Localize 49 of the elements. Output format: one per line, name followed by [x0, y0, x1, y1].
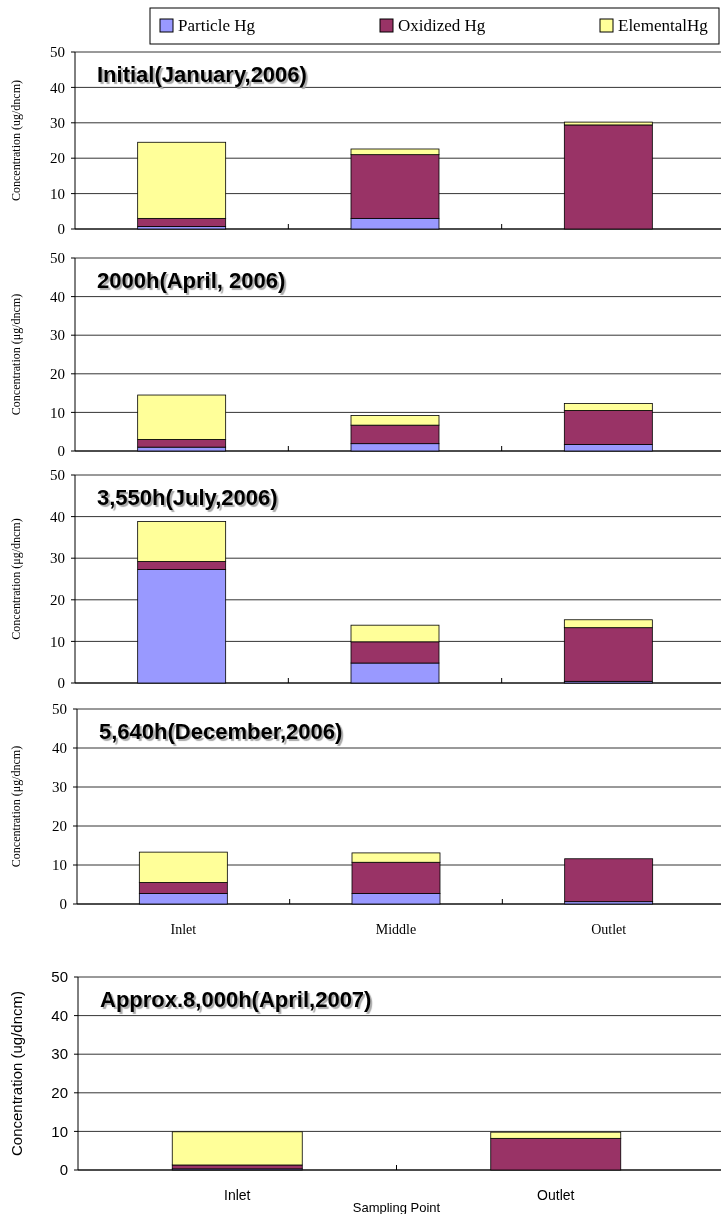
y-tick-label: 30 — [51, 1045, 68, 1063]
y-tick-label: 20 — [50, 592, 65, 609]
text: 3,550h(July,2006) — [97, 485, 278, 510]
y-tick-label: 30 — [50, 550, 65, 567]
x-tick-label: Outlet — [591, 922, 627, 937]
y-axis-title: Concentration (μg/dncm) — [9, 293, 23, 416]
y-tick-label: 40 — [50, 79, 65, 96]
y-tick-label: 40 — [50, 508, 65, 525]
y-tick-label: 0 — [57, 221, 65, 238]
x-tick-label: Outlet — [537, 1187, 575, 1203]
y-tick-label: 30 — [50, 115, 65, 132]
x-tick-label: Inlet — [224, 1187, 251, 1203]
y-tick-label: 50 — [52, 701, 67, 718]
y-tick-label: 40 — [51, 1006, 68, 1024]
y-axis-title: Concentration (μg/dncm) — [9, 518, 23, 640]
y-tick-label: 10 — [52, 857, 67, 874]
y-axis-title: Concentration (ug/dncm) — [9, 80, 23, 201]
y-tick-label: 30 — [52, 779, 67, 796]
y-tick-label: 10 — [50, 404, 65, 421]
y-tick-label: 10 — [50, 185, 65, 202]
y-tick-label: 40 — [50, 288, 65, 305]
y-tick-label: 0 — [57, 443, 65, 460]
y-tick-label: 20 — [50, 150, 65, 167]
y-tick-label: 50 — [50, 467, 65, 484]
y-tick-label: 20 — [51, 1084, 68, 1102]
y-axis-title: Concentration (μg/dncm) — [9, 745, 23, 868]
y-tick-label: 50 — [50, 44, 65, 61]
y-tick-label: 10 — [50, 633, 65, 650]
y-tick-label: 50 — [51, 968, 68, 986]
y-tick-label: 0 — [59, 1161, 68, 1179]
x-axis-title: Sampling Point — [352, 1200, 441, 1214]
y-tick-label: 40 — [52, 740, 67, 757]
legend-label: Oxidized Hg — [398, 16, 486, 35]
text: 2000h(April, 2006) — [97, 268, 286, 293]
text: 5,640h(December,2006) — [99, 719, 343, 744]
y-tick-label: 50 — [50, 250, 65, 267]
y-tick-label: 20 — [52, 818, 67, 835]
legend-label: Particle Hg — [178, 16, 256, 35]
y-tick-label: 0 — [57, 675, 65, 692]
y-tick-label: 30 — [50, 327, 65, 344]
x-tick-label: Middle — [375, 922, 417, 937]
y-tick-label: 20 — [50, 366, 65, 383]
x-tick-label: Inlet — [170, 922, 197, 937]
y-tick-label: 0 — [59, 896, 67, 913]
legend-label: ElementalHg — [618, 16, 709, 35]
text: Approx.8,000h(April,2007) — [100, 987, 372, 1012]
y-axis-title: Concentration (ug/dncm) — [8, 990, 25, 1157]
y-tick-label: 10 — [51, 1122, 68, 1140]
text: Initial(January,2006) — [97, 62, 307, 87]
